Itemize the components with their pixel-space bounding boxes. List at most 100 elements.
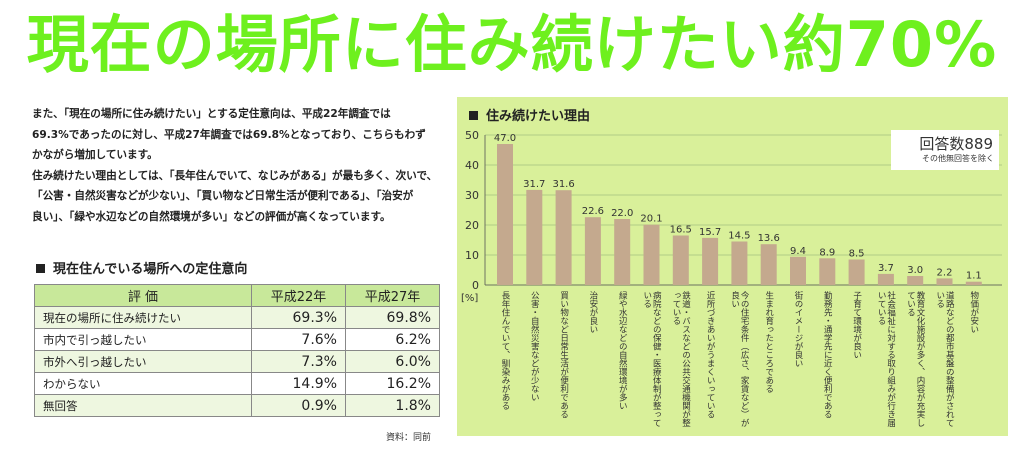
data-label: 31.6 [552, 179, 574, 190]
value-h22: 69.3% [251, 306, 346, 329]
x-tick-label: 物価が安い [969, 290, 979, 333]
y-axis-label: [%] [461, 293, 478, 304]
header-cell: 評 価 [34, 284, 252, 307]
bar [790, 256, 806, 285]
bar [672, 235, 689, 285]
intro-line: 「公害・自然災害などが少ない」、「買い物など日常生活が便利である」、「治安が [32, 190, 414, 202]
chart-title-text: 住み続けたい理由 [486, 109, 591, 124]
settlement-intention-table: 評 価 平成22年 平成27年 現在の場所に住み続けたい 69.3% 69.8%… [34, 284, 440, 417]
y-tick-label: 30 [465, 189, 479, 202]
value-h22: 7.3% [251, 350, 346, 373]
data-label: 22.0 [611, 208, 633, 219]
x-tick-label: 長年住んでいて、馴染みがある [500, 291, 510, 410]
bar [965, 281, 982, 285]
y-tick-label: 20 [465, 219, 479, 232]
intro-line: また、「現在の場所に住み続けたい」とする定住意向は、平成22年調査では [32, 108, 391, 120]
data-label: 8.9 [819, 247, 835, 258]
value-h22: 0.9% [251, 394, 346, 417]
x-tick-label: 生まれ育ったところである [764, 290, 774, 393]
table-title: 現在住んでいる場所への定住意向 [36, 258, 247, 277]
x-tick-label: 社会福祉に対する取り組みが行き届 [886, 290, 896, 428]
data-label: 20.1 [640, 214, 662, 225]
chart-title: 住み続けたい理由 [469, 105, 590, 124]
data-label: 16.5 [670, 225, 692, 236]
table-title-text: 現在住んでいる場所への定住意向 [53, 262, 248, 277]
intro-line: 良い」、「緑や水辺などの自然環境が多い」などの評価が高くなっています。 [32, 210, 391, 223]
table-row: 市外へ引っ越したい 7.3% 6.0% [34, 350, 440, 373]
value-h27: 69.8% [345, 306, 440, 329]
reasons-bar-chart: 0 10 20 30 40 50 [%] 47.0 長年住んでいて、馴染みがある 31.7 公害・自… [461, 129, 1002, 428]
bar [526, 189, 543, 285]
bar [555, 190, 572, 285]
respondent-count: 回答数889 [919, 135, 993, 153]
x-tick-label: 子育て環境が良い [852, 291, 862, 359]
x-tick-label: っている [671, 291, 681, 325]
x-tick-label: 病院などの保健・医療体制が整って [651, 290, 661, 427]
data-label: 31.7 [523, 179, 545, 190]
bar [702, 237, 719, 285]
x-tick-label: 街のイメージが良い [793, 290, 803, 367]
intro-line: 住み続けたい理由としては、「長年住んでいて、なじみがある」が最も多く、次いで、 [32, 169, 438, 182]
x-tick-label: 鉄道・バスなどの公共交通機関が整 [681, 290, 691, 427]
row-label: 無回答 [34, 394, 252, 417]
x-tick-label: 緑や水辺などの自然環境が多い [617, 290, 627, 410]
table-header-row: 評 価 平成22年 平成27年 [34, 284, 440, 307]
data-label: 1.1 [966, 271, 982, 282]
bar [907, 276, 924, 285]
bar [614, 219, 631, 285]
value-h22: 14.9% [251, 372, 346, 395]
header-cell: 平成27年 [345, 284, 440, 307]
row-label: 現在の場所に住み続けたい [34, 306, 252, 329]
intro-text: また、「現在の場所に住み続けたい」とする定住意向は、平成22年調査では 69.3… [32, 104, 442, 227]
data-label: 8.5 [849, 249, 865, 260]
respondent-count-box: 回答数889 その他無回答を除く [891, 130, 999, 170]
bar [760, 244, 777, 285]
x-tick-label: 教育文化施設が多く、内容が充実し [915, 290, 925, 427]
table-row: わからない 14.9% 16.2% [34, 372, 440, 395]
reasons-chart-panel: 住み続けたい理由 0 10 20 30 40 50 [%] 47.0 長年住んでいて、馴染みがあ… [457, 97, 1008, 436]
intro-line: 69.3%であったのに対し、平成27年調査では69.8%となっており、こちらもわ… [32, 128, 426, 141]
table-row: 無回答 0.9% 1.8% [34, 394, 440, 417]
value-h27: 6.0% [345, 350, 440, 373]
row-label: わからない [34, 372, 252, 395]
row-label: 市内で引っ越したい [34, 328, 252, 351]
x-tick-label: いる [935, 291, 945, 308]
data-label: 14.5 [728, 231, 750, 242]
value-h27: 1.8% [345, 394, 440, 417]
headline: 現在の場所に住み続けたい約70% [26, 8, 998, 81]
value-h27: 6.2% [345, 328, 440, 351]
data-label: 3.7 [878, 263, 894, 274]
x-tick-label: 治安が良い [588, 290, 598, 333]
x-tick-label: 近所づきあいがうまくいっている [705, 290, 715, 418]
data-label: 3.0 [907, 265, 923, 276]
y-tick-label: 0 [472, 279, 479, 292]
data-label: 9.4 [790, 246, 806, 257]
data-label: 13.6 [758, 233, 780, 244]
x-tick-label: 道路などの都市基盤の整備がされて [944, 290, 954, 427]
bar [584, 217, 601, 285]
y-tick-label: 50 [465, 129, 479, 142]
value-h22: 7.6% [251, 328, 346, 351]
x-tick-label: いる [642, 291, 652, 308]
data-label: 15.7 [699, 227, 721, 238]
header-cell: 平成22年 [251, 284, 346, 307]
bar [643, 224, 660, 285]
data-label: 47.0 [494, 133, 516, 144]
row-label: 市外へ引っ越したい [34, 350, 252, 373]
square-bullet-icon [469, 111, 478, 120]
bar [848, 259, 865, 285]
square-bullet-icon [36, 264, 45, 273]
bar [877, 273, 894, 285]
bar [936, 278, 953, 285]
table-row: 現在の場所に住み続けたい 69.3% 69.8% [34, 306, 440, 329]
table-source-note: 資料：同前 [386, 433, 432, 443]
y-tick-label: 10 [465, 249, 479, 262]
x-tick-label: 公害・自然災害などが少ない [529, 291, 539, 402]
x-tick-label: 今の住宅条件（広さ、家賃など）が [739, 290, 749, 427]
x-tick-label: ている [905, 291, 915, 317]
intro-line: かながら増加しています。 [32, 149, 158, 161]
value-h27: 16.2% [345, 372, 440, 395]
respondent-note: その他無回答を除く [922, 154, 994, 163]
bar [497, 144, 513, 285]
x-tick-label: 買い物など日常生活が便利である [559, 291, 569, 419]
